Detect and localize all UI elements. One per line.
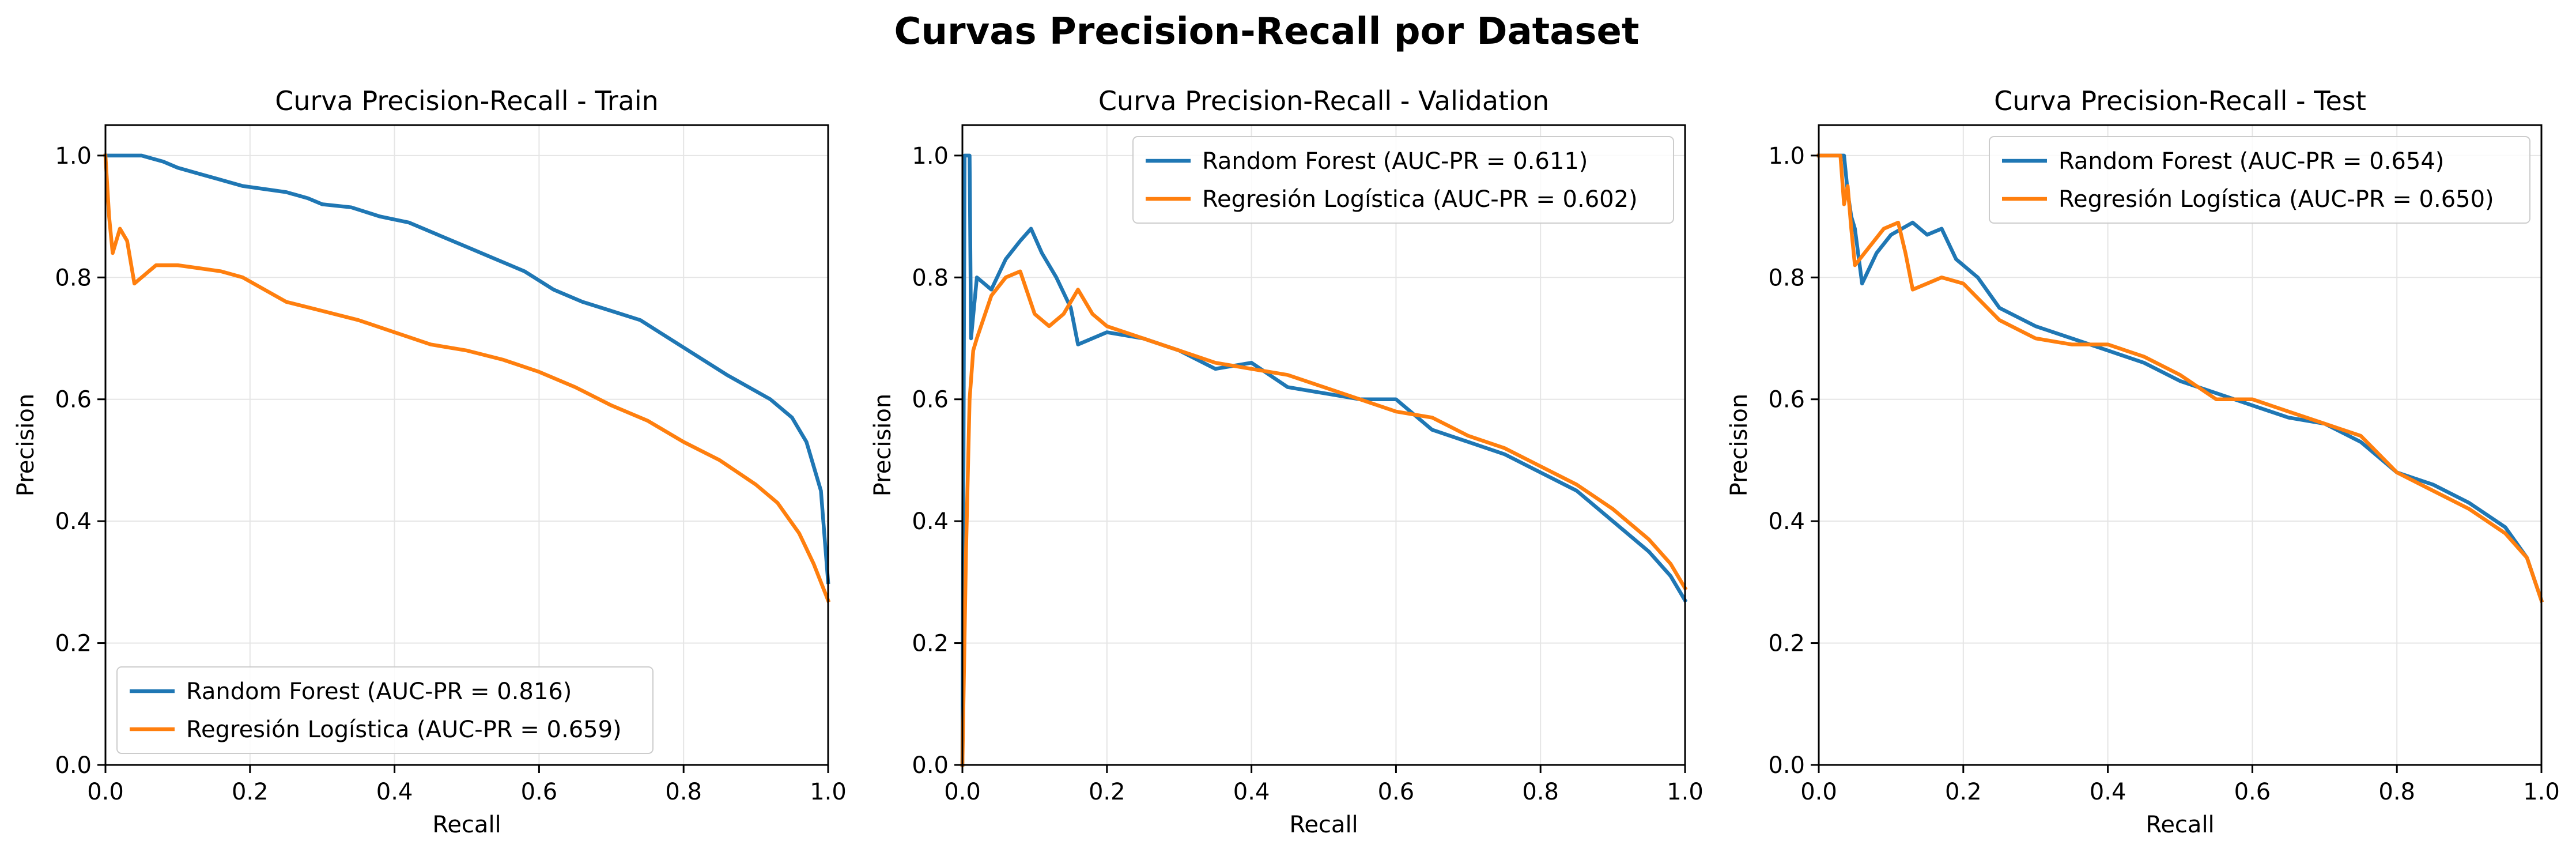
x-tick-label: 0.0	[87, 779, 124, 805]
axes-frame	[961, 124, 1686, 766]
x-tick-label: 0.4	[2090, 779, 2126, 805]
y-tick-label: 0.4	[1768, 508, 1805, 535]
legend-label: Regresión Logística (AUC-PR = 0.659)	[186, 717, 622, 743]
y-axis-label: Precision	[13, 394, 39, 496]
y-tick-label: 0.8	[1768, 265, 1805, 291]
axes-frame	[104, 124, 829, 766]
subplot-title: Curva Precision-Recall - Test	[1994, 85, 2366, 116]
y-tick-label: 0.6	[912, 387, 949, 413]
legend-label: Regresión Logística (AUC-PR = 0.650)	[2058, 186, 2494, 213]
y-tick-label: 0.6	[55, 387, 92, 413]
legend-box	[116, 666, 654, 754]
y-tick-label: 0.6	[1768, 387, 1805, 413]
x-tick-label: 0.8	[1522, 779, 1559, 805]
series-line-logistic-regression	[103, 153, 831, 603]
y-axis-label: Precision	[870, 394, 896, 496]
subplot-title: Curva Precision-Recall - Train	[275, 85, 659, 116]
series-line-random-forest	[103, 153, 830, 585]
y-tick-label: 0.0	[912, 752, 949, 779]
legend: Random Forest (AUC-PR = 0.654) Regresión …	[1989, 136, 2530, 224]
axes-frame	[1818, 124, 2543, 766]
x-tick-label: 1.0	[1667, 779, 1704, 805]
x-tick-label: 0.6	[2234, 779, 2271, 805]
legend-box	[1989, 136, 2530, 224]
x-tick-label: 0.2	[1089, 779, 1125, 805]
legend-label: Regresión Logística (AUC-PR = 0.602)	[1202, 186, 1638, 213]
y-tick-label: 0.0	[55, 752, 92, 779]
x-tick-label: 0.0	[944, 779, 981, 805]
x-tick-label: 1.0	[810, 779, 847, 805]
x-tick-label: 0.8	[665, 779, 702, 805]
series-line-logistic-regression	[1816, 153, 2544, 603]
y-tick-label: 0.4	[55, 508, 92, 535]
subplot-1: 0.0 0.2 0.4 0.6 0.8 1.0 0.0 0.2 0.4 0.6 0.8 1.0 Curv…	[13, 85, 847, 838]
subplot-title: Curva Precision-Recall - Validation	[1098, 85, 1549, 116]
figure-suptitle: Curvas Precision-Recall por Dataset	[894, 10, 1639, 53]
x-axis-label: Recall	[1289, 812, 1358, 838]
subplot-3: 0.0 0.2 0.4 0.6 0.8 1.0 0.0 0.2 0.4 0.6 0.8 1.0 Curv…	[1726, 85, 2560, 838]
x-tick-label: 0.6	[1378, 779, 1415, 805]
y-tick-label: 1.0	[55, 143, 92, 169]
x-axis-label: Recall	[432, 812, 501, 838]
x-tick-label: 0.0	[1800, 779, 1837, 805]
y-tick-label: 1.0	[1768, 143, 1805, 169]
y-tick-label: 0.0	[1768, 752, 1805, 779]
y-tick-label: 0.2	[912, 631, 949, 657]
legend-label: Random Forest (AUC-PR = 0.611)	[1202, 148, 1588, 175]
x-tick-label: 1.0	[2523, 779, 2560, 805]
y-tick-label: 0.8	[55, 265, 92, 291]
x-tick-label: 0.2	[1945, 779, 1982, 805]
series-line-logistic-regression	[960, 269, 1688, 767]
x-tick-label: 0.4	[376, 779, 413, 805]
subplots: 0.0 0.2 0.4 0.6 0.8 1.0 0.0 0.2 0.4 0.6 0.8 1.0 Curv…	[13, 85, 2560, 838]
y-tick-label: 0.8	[912, 265, 949, 291]
y-tick-label: 1.0	[912, 143, 949, 169]
x-tick-label: 0.4	[1233, 779, 1270, 805]
y-tick-label: 0.2	[1768, 631, 1805, 657]
x-axis-label: Recall	[2146, 812, 2214, 838]
grid	[105, 125, 829, 766]
legend-label: Random Forest (AUC-PR = 0.816)	[186, 678, 572, 705]
legend: Random Forest (AUC-PR = 0.611) Regresión …	[1132, 136, 1674, 224]
legend-box	[1132, 136, 1674, 224]
x-tick-label: 0.6	[521, 779, 558, 805]
y-tick-label: 0.2	[55, 631, 92, 657]
x-tick-label: 0.2	[232, 779, 269, 805]
x-tick-label: 0.8	[2378, 779, 2415, 805]
legend-label: Random Forest (AUC-PR = 0.654)	[2058, 148, 2444, 175]
legend: Random Forest (AUC-PR = 0.816) Regresión …	[116, 666, 654, 754]
subplot-2: 0.0 0.2 0.4 0.6 0.8 1.0 0.0 0.2 0.4 0.6 0.8 1.0 Curv…	[870, 85, 1704, 838]
y-tick-label: 0.4	[912, 508, 949, 535]
y-axis-label: Precision	[1726, 394, 1752, 496]
